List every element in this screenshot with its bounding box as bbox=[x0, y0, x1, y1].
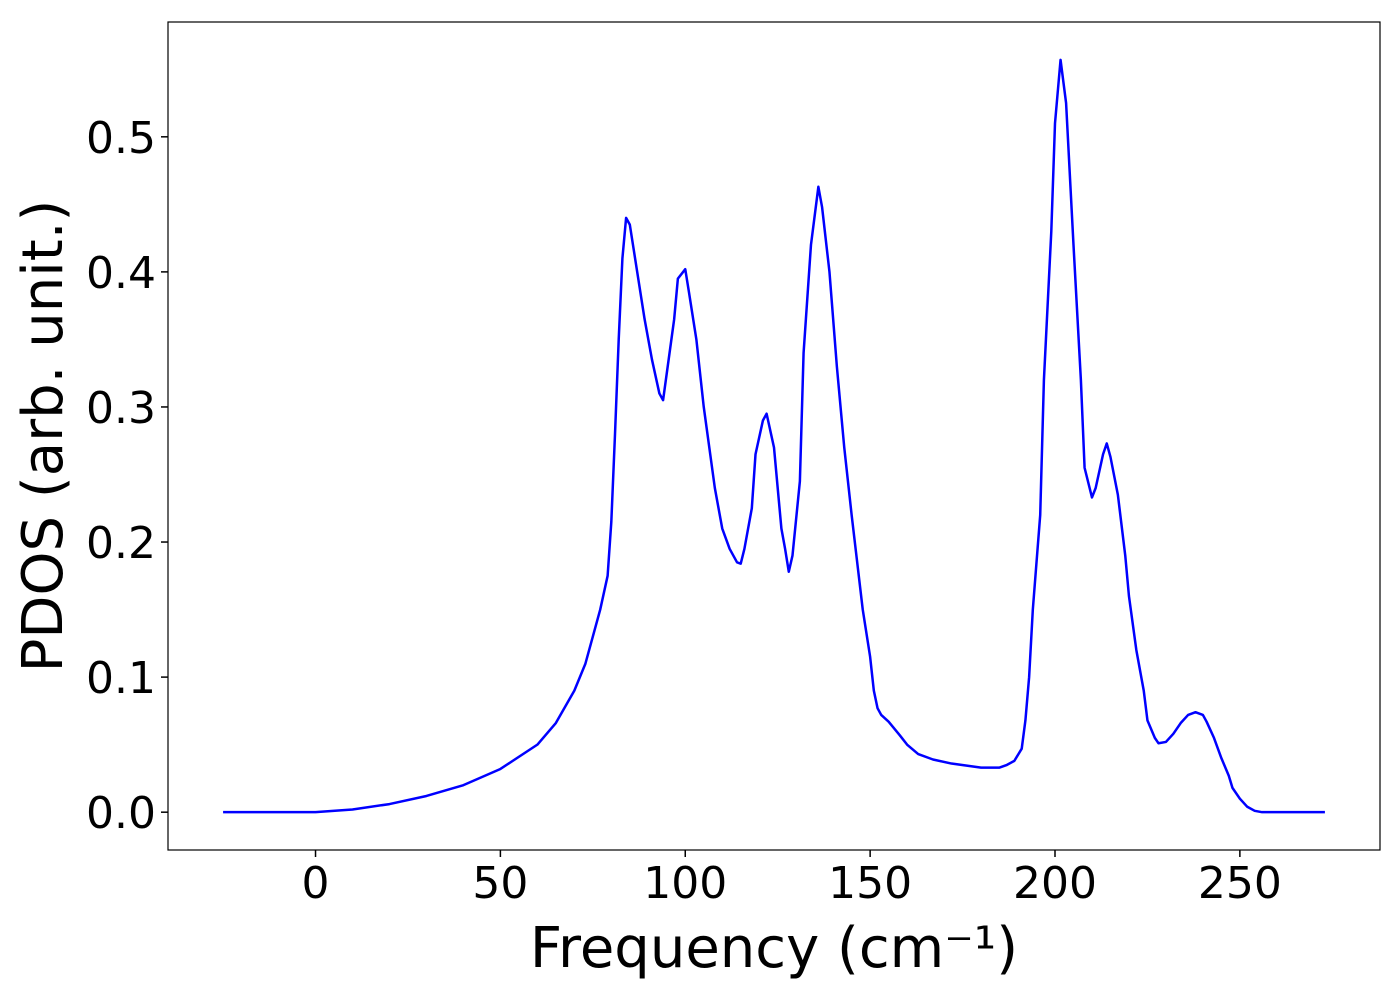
x-tick-label: 0 bbox=[302, 858, 330, 909]
x-tick-label: 150 bbox=[828, 858, 912, 909]
x-tick-label: 100 bbox=[643, 858, 727, 909]
plot-frame bbox=[167, 21, 1381, 851]
y-tick-label: 0.0 bbox=[86, 788, 156, 839]
x-tick-label: 200 bbox=[1013, 858, 1097, 909]
y-tick-label: 0.2 bbox=[86, 518, 156, 569]
y-tick-label: 0.4 bbox=[86, 248, 156, 299]
y-tick-label: 0.1 bbox=[86, 653, 156, 704]
y-tick-label: 0.5 bbox=[86, 113, 156, 164]
y-axis-label: PDOS (arb. unit.) bbox=[11, 200, 76, 673]
x-tick-label: 250 bbox=[1198, 858, 1282, 909]
data-line bbox=[223, 58, 1325, 814]
x-tick-label: 50 bbox=[472, 858, 528, 909]
x-axis-label: Frequency (cm⁻¹) bbox=[530, 916, 1018, 981]
y-tick-label: 0.3 bbox=[86, 383, 156, 434]
